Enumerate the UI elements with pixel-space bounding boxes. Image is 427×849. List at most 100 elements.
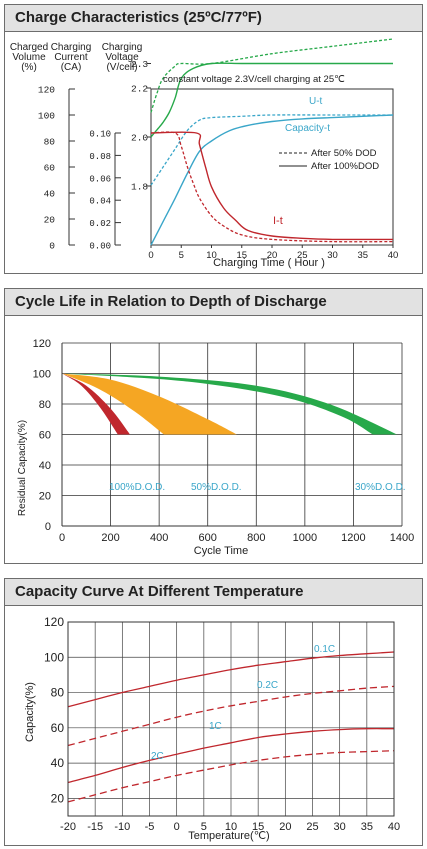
x-tick-label: 25 [297, 250, 308, 261]
curve-label-it: I-t [273, 215, 283, 227]
y-tick-label: 20 [51, 791, 65, 805]
plot-frame [67, 621, 395, 817]
cycle-life-chart: 100%D.O.D. 50%D.O.D. 30%D.O.D. 0 200 400 600 8… [17, 338, 415, 557]
series-label: 30%D.O.D. [355, 482, 406, 493]
voltage-tick-label: 2.2 [131, 84, 148, 95]
x-tick-label: 20 [279, 821, 291, 833]
voltage-header-line3: (V/cell) [106, 62, 137, 73]
current-tick-label: 0.02 [89, 219, 111, 229]
series-line-0-2c [67, 685, 395, 747]
x-tick-label: 40 [388, 250, 399, 261]
chart2-axes: 0 200 400 600 800 1000 1200 1400 0 20 40 60 80 100 120 [33, 338, 415, 544]
current-tick-label: 0.00 [89, 242, 111, 252]
y-tick-label: 120 [44, 615, 64, 629]
x-tick-label: 10 [206, 250, 217, 261]
y-tick-label: 100 [33, 369, 51, 381]
panel-title: Capacity Curve At Different Temperature [15, 583, 304, 600]
volume-header-line2: Volume [12, 52, 46, 63]
series-line-capacity-t-solid [150, 114, 394, 246]
x-tick-label: 35 [357, 250, 368, 261]
chart2-series: 100%D.O.D. 50%D.O.D. 30%D.O.D. [62, 373, 406, 493]
temperature-capacity-panel: Capacity Curve At Different Temperature … [4, 578, 423, 846]
chart1-axes: 0 5 10 15 20 25 30 35 40 120 100 80 60 40 20 0 0.10 0.08 0… [38, 59, 398, 261]
series-line-i-t-solid [150, 131, 393, 241]
series-line-capacity-t-dashed [150, 114, 393, 186]
legend-dashed-label: After 50% DOD [311, 148, 377, 159]
curve-label-ut: U-t [309, 96, 323, 107]
area-band-100dod [62, 373, 130, 435]
x-tick-label: 25 [306, 821, 318, 833]
current-tick-label: 0.08 [89, 152, 111, 162]
x-axis-label: Temperature(℃) [188, 830, 269, 842]
x-tick-label: 20 [267, 250, 278, 261]
x-tick-label: 30 [327, 250, 338, 261]
current-tick-label: 0.04 [89, 197, 111, 207]
cycle-life-panel: Cycle Life in Relation to Depth of Disch… [4, 288, 423, 564]
y-tick-label: 40 [39, 460, 51, 472]
panel-header: Cycle Life in Relation to Depth of Disch… [5, 289, 422, 316]
volume-tick-label: 40 [44, 189, 56, 200]
x-tick-label: -5 [145, 821, 155, 833]
curve-label-2c: 2C [151, 751, 164, 762]
x-tick-label: 1200 [341, 532, 365, 544]
x-tick-label: 1400 [390, 532, 414, 544]
panel-header: Capacity Curve At Different Temperature [5, 579, 422, 606]
legend-solid-label: After 100%DOD [311, 161, 379, 172]
y-tick-label: 60 [51, 721, 65, 735]
volume-tick-label: 120 [38, 85, 55, 96]
volume-tick-label: 60 [44, 163, 56, 174]
y-tick-label: 120 [33, 338, 51, 350]
x-tick-label: -15 [87, 821, 103, 833]
x-tick-label: 600 [199, 532, 217, 544]
voltage-tick-label: 1.8 [131, 182, 148, 193]
x-axis-label: Charging Time ( Hour ) [213, 257, 325, 269]
axis-headers: Charged Volume (%) Charging Current (CA)… [10, 42, 142, 73]
temperature-capacity-chart: -20 -15 -10 -5 0 5 10 15 20 25 30 35 40 20 40 60 80 100 12… [24, 615, 400, 842]
x-tick-label: 15 [236, 250, 247, 261]
x-tick-label: -20 [60, 821, 76, 833]
x-tick-label: 0 [174, 821, 180, 833]
voltage-header-line2: Voltage [105, 52, 139, 63]
series-line-u-t-solid [150, 62, 393, 138]
panel-title: Cycle Life in Relation to Depth of Disch… [15, 293, 327, 310]
series-line-0-1c [67, 651, 395, 708]
x-tick-label: -10 [114, 821, 130, 833]
series-line-i-t-dashed [150, 131, 394, 243]
x-tick-label: 1000 [293, 532, 317, 544]
panel-title: Charge Characteristics (25ºC/77ºF) [15, 9, 262, 26]
current-header-line2: Current [54, 52, 88, 63]
y-tick-label: 0 [45, 521, 51, 533]
charge-characteristics-chart: Charged Volume (%) Charging Current (CA)… [10, 38, 398, 269]
series-line-1c [67, 728, 395, 784]
volume-tick-label: 80 [44, 137, 56, 148]
voltage-header-line1: Charging [102, 42, 143, 53]
x-tick-label: 200 [101, 532, 119, 544]
charge-characteristics-panel: Charge Characteristics (25ºC/77ºF) Charg… [4, 4, 423, 274]
legend: After 50% DOD After 100%DOD [279, 148, 379, 172]
voltage-tick-label: 2.0 [131, 133, 148, 144]
volume-tick-label: 0 [49, 241, 55, 252]
x-tick-label: 800 [247, 532, 265, 544]
x-tick-label: 40 [388, 821, 400, 833]
curve-label-1c: 1C [209, 721, 222, 732]
current-tick-label: 0.10 [89, 130, 111, 140]
current-header-line1: Charging [51, 42, 92, 53]
x-tick-label: 5 [179, 250, 184, 261]
area-band-50dod [62, 373, 237, 435]
volume-tick-label: 100 [38, 111, 55, 122]
chart3-grid [67, 621, 395, 816]
cv-note: constant voltage 2.3V/cell charging at 2… [163, 74, 345, 85]
series-line-u-t-dashed [150, 38, 394, 113]
x-axis-label: Cycle Time [194, 545, 248, 557]
chart3-axes: -20 -15 -10 -5 0 5 10 15 20 25 30 35 40 20 40 60 80 100 12… [44, 615, 400, 833]
x-tick-label: 10 [225, 821, 237, 833]
curve-label-0-1c: 0.1C [314, 644, 335, 655]
x-tick-label: 30 [334, 821, 346, 833]
y-tick-label: 60 [39, 430, 51, 442]
chart1-series [150, 38, 394, 246]
voltage-tick-label: 2.3 [131, 59, 148, 70]
x-tick-label: 35 [361, 821, 373, 833]
x-tick-label: 5 [201, 821, 207, 833]
current-header-line3: (CA) [61, 62, 82, 73]
curve-label-capacity: Capacity-t [285, 123, 330, 134]
